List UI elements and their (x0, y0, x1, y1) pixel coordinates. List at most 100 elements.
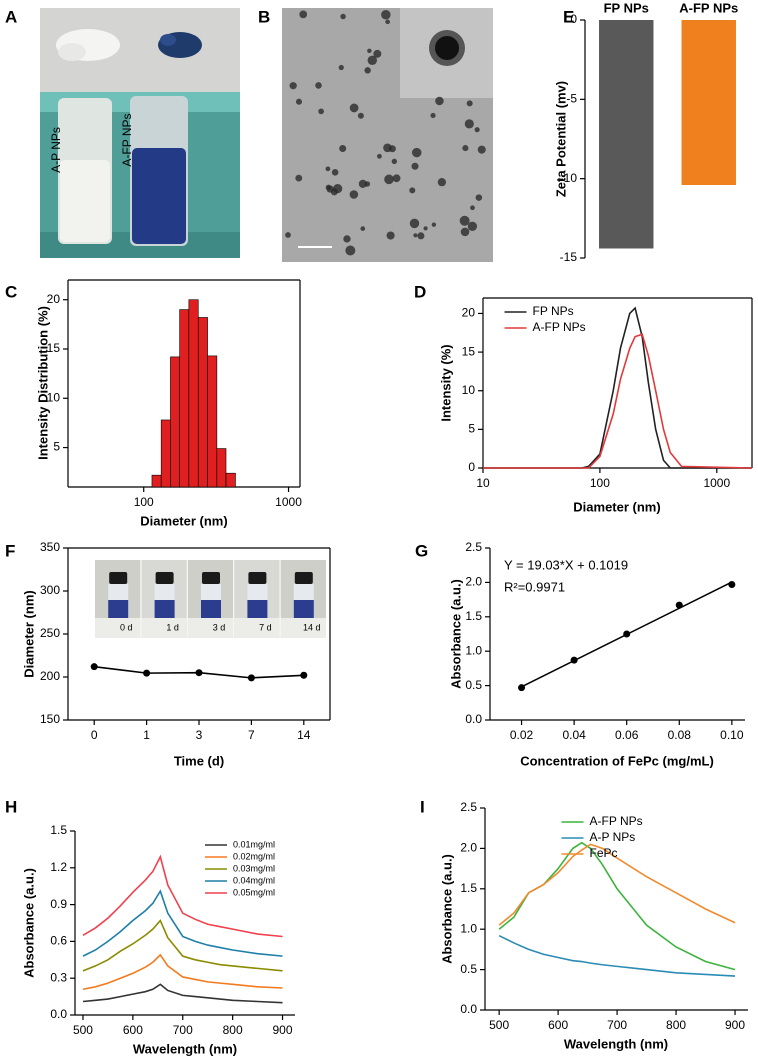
particle (358, 179, 367, 188)
y-tick-label: 350 (40, 540, 60, 554)
bar (681, 20, 736, 186)
particle (332, 183, 343, 194)
y-tick-label: -15 (560, 250, 578, 264)
bar (179, 309, 190, 488)
point (728, 580, 736, 588)
legend-label: 0.03mg/ml (233, 863, 275, 873)
y-tick-label: 1.5 (460, 881, 477, 895)
particle (364, 181, 371, 187)
data-line (498, 934, 736, 977)
y-tick-label: 1.2 (50, 860, 67, 874)
vial-liquid (201, 600, 221, 618)
bar (151, 474, 162, 488)
inset-base (234, 618, 280, 638)
legend-label: FP NPs (533, 304, 574, 318)
inset-label: 0 d (120, 622, 133, 632)
particle (381, 9, 391, 20)
y-tick-label: 0.5 (465, 678, 482, 692)
x-tick-label: 10 (476, 476, 490, 490)
particle (349, 103, 359, 113)
x-axis-title: Concentration of FePc (mg/mL) (520, 753, 714, 768)
marker (195, 669, 203, 677)
data-line (483, 306, 752, 469)
y-tick-label: 1.5 (465, 609, 482, 623)
y-axis-title: Absorbance (a.u.) (448, 579, 463, 689)
particle (339, 145, 347, 153)
data-line (82, 953, 283, 991)
y-tick-label: 0.5 (460, 962, 477, 976)
vial-liquid (108, 600, 129, 618)
bar (188, 299, 199, 488)
bar (207, 355, 218, 488)
data-line (82, 983, 283, 1004)
vial-liquid (247, 600, 268, 618)
x-tick-label: 100 (590, 476, 610, 490)
legend-label: FePc (590, 846, 618, 860)
particle (467, 221, 478, 231)
panel-letter: A (5, 7, 17, 26)
inset-label: 3 d (213, 622, 226, 632)
y-tick-label: -10 (560, 171, 578, 185)
particle (464, 119, 474, 129)
y-tick-label: 1.0 (465, 643, 482, 657)
data-line (82, 919, 283, 972)
x-tick-label: 1000 (275, 495, 302, 509)
y-axis-title: Absorbance (a.u.) (21, 868, 36, 978)
x-tick-label: 600 (548, 1018, 568, 1032)
y-axis-title: Intensity (%) (438, 344, 453, 421)
x-axis-title: Diameter (nm) (573, 499, 660, 514)
y-tick-label: 0 (468, 460, 475, 474)
y-tick-label: 0 (570, 12, 577, 26)
inset-base (141, 618, 187, 638)
inset-base (187, 618, 234, 638)
particle (364, 67, 371, 74)
particle (345, 245, 356, 256)
vial-cap (294, 572, 313, 584)
y-axis-title: Diameter (nm) (21, 590, 36, 677)
tem-image (282, 8, 493, 262)
vial-cap (202, 572, 220, 584)
particle (343, 235, 351, 243)
particle (417, 232, 425, 240)
particle (412, 147, 422, 158)
particle (388, 145, 396, 153)
y-axis-title: Absorbance (a.u.) (439, 854, 454, 964)
vial-liquid (154, 600, 175, 618)
x-tick-label: 700 (173, 1023, 193, 1037)
particle (477, 145, 486, 154)
y-axis-title: Intensity Distribution (%) (35, 306, 50, 460)
particle (325, 166, 331, 172)
particle (462, 145, 469, 152)
panel-letter: E (563, 7, 574, 26)
point (675, 601, 683, 609)
bar (225, 472, 236, 488)
particle (331, 169, 339, 176)
particle (459, 215, 470, 226)
vial-cap (109, 572, 128, 584)
legend-label: A-FP NPs (590, 814, 643, 828)
legend-label: 0.01mg/ml (233, 839, 275, 849)
particle (460, 227, 470, 237)
particle (386, 231, 395, 240)
inset-base (280, 618, 326, 638)
particle (299, 10, 308, 19)
panel-letter: H (5, 797, 17, 816)
particle (373, 49, 382, 58)
y-tick-label: 200 (40, 669, 60, 683)
annotation: Y = 19.03*X + 0.1019 (504, 557, 628, 572)
annotation: R²=0.9971 (504, 579, 565, 594)
particle (437, 178, 447, 187)
particle (384, 174, 394, 185)
y-tick-label: 0.6 (50, 934, 67, 948)
particle (413, 233, 418, 238)
y-tick-label: -5 (566, 92, 577, 106)
particle (470, 205, 475, 211)
particle (357, 112, 364, 119)
photo-a: A-P NPs A-FP NPs (40, 8, 240, 258)
inset-base (95, 618, 141, 638)
x-tick-label: 1000 (703, 476, 730, 490)
y-tick-label: 300 (40, 583, 60, 597)
x-tick-label: 900 (273, 1023, 293, 1037)
particle (315, 82, 322, 89)
point (570, 656, 578, 664)
